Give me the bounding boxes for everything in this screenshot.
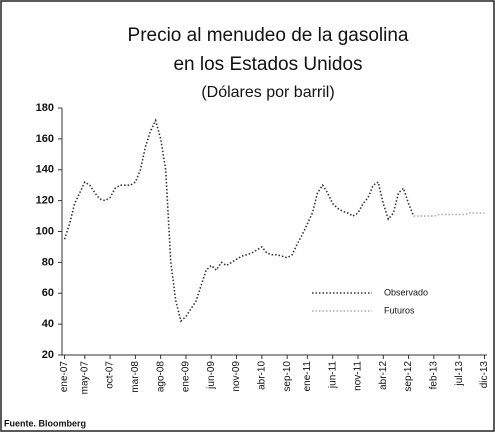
y-tick-label: 80: [42, 256, 54, 268]
x-tick-label: ene-07: [59, 361, 70, 393]
chart-subtitle: en los Estados Unidos: [173, 54, 362, 75]
x-tick-label: dic-13: [479, 361, 490, 389]
x-tick-label: mar-08: [130, 361, 141, 393]
legend-label: Observado: [384, 287, 428, 297]
axis-label: (Dólares por barril): [201, 84, 334, 101]
source: Fuente. Bloomberg: [4, 418, 86, 428]
y-tick-label: 120: [36, 195, 54, 207]
chart-title: Precio al menudeo de la gasolina: [128, 25, 409, 46]
y-tick-label: 140: [36, 164, 54, 176]
x-tick-label: ene-09: [181, 361, 192, 393]
x-tick-label: abr-10: [256, 361, 267, 390]
x-tick-label: jun-11: [327, 361, 338, 389]
x-tick-label: nov-11: [353, 361, 364, 391]
y-tick-label: 100: [36, 225, 54, 237]
y-tick-label: 160: [36, 133, 54, 145]
y-tick-label: 20: [42, 349, 54, 361]
x-tick-label: jul-13: [454, 361, 465, 387]
x-tick-label: nov-09: [231, 361, 242, 392]
series-line: [413, 212, 485, 217]
x-tick-label: ene-11: [302, 361, 313, 392]
legend-label: Futuros: [384, 305, 415, 315]
x-tick-label: ago-08: [155, 361, 166, 393]
x-tick-label: oct-07: [105, 361, 116, 389]
x-tick-label: jun-09: [206, 361, 217, 390]
x-tick-label: sep-10: [282, 361, 293, 392]
x-tick-label: abr-12: [378, 361, 389, 390]
series-line: [63, 118, 415, 323]
x-tick-label: feb-13: [429, 361, 440, 390]
y-tick-label: 40: [42, 318, 54, 330]
y-tick-label: 180: [36, 102, 54, 114]
x-tick-label: sep-12: [403, 361, 414, 392]
y-tick-label: 60: [42, 287, 54, 299]
x-tick-label: may-07: [79, 361, 90, 395]
